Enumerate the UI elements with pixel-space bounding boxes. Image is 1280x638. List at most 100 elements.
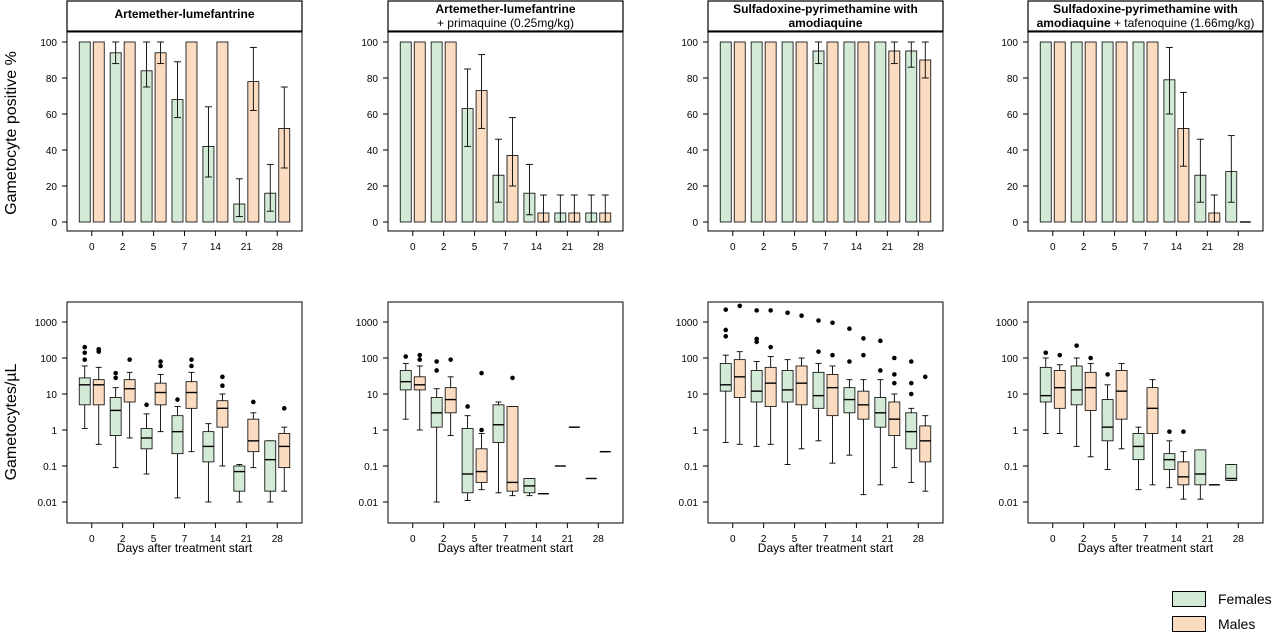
outlier-point: [189, 363, 194, 369]
outlier-point: [1043, 350, 1049, 356]
x-tick-label: 14: [531, 242, 543, 253]
error-bar: [539, 194, 547, 223]
x-tick-label: 14: [531, 534, 543, 545]
panel-title-box: [387, 0, 624, 32]
box-iqr: [905, 412, 918, 450]
outlier-point: [878, 368, 883, 373]
error-bar: [907, 41, 915, 68]
y-tick-label: 0.1: [684, 462, 698, 473]
y-tick-label: 80: [687, 74, 699, 85]
panel-title-line1: Artemether-lumefantrine: [435, 2, 575, 16]
x-axis-title: Days after treatment start: [117, 541, 253, 555]
y-tick-label: 0.01: [38, 498, 58, 509]
y-tick-label: 0.1: [364, 462, 378, 473]
box-females: [874, 338, 887, 486]
bar-females: [1132, 41, 1145, 223]
y-tick-label: 100: [361, 38, 378, 49]
box-iqr: [1039, 366, 1052, 403]
error-bar: [143, 41, 151, 88]
box-males: [123, 357, 136, 439]
x-tick-label: 2: [441, 534, 447, 545]
y-tick-label: 1000: [996, 318, 1019, 329]
x-tick-label: 7: [503, 242, 509, 253]
box-males: [1115, 363, 1128, 450]
box-iqr: [1163, 453, 1176, 470]
x-tick-label: 14: [1171, 242, 1183, 253]
box-iqr: [399, 370, 412, 391]
x-tick-label: 5: [151, 534, 157, 545]
outlier-point: [82, 350, 88, 356]
bar-panel-1: 0 20 40 60 80 100 0 2 5 7 14 21 28: [40, 31, 303, 253]
panel-title-line1: Artemether-lumefantrine: [114, 7, 254, 21]
box-iqr: [764, 366, 777, 407]
y-tick-label: 80: [367, 74, 379, 85]
error-bar: [495, 138, 502, 203]
box-iqr: [233, 465, 246, 492]
x-tick-label: 2: [1081, 242, 1087, 253]
box-iqr: [826, 374, 839, 417]
x-tick-label: 28: [913, 242, 925, 253]
box-males: [857, 336, 870, 496]
outlier-point: [908, 359, 914, 364]
outlier-point: [144, 402, 149, 408]
bar-females: [905, 50, 918, 223]
y-tick-label: 20: [367, 182, 379, 193]
box-females: [1225, 464, 1238, 481]
bar-females: [1101, 41, 1114, 223]
y-tick-label: 100: [681, 38, 698, 49]
box-iqr: [1070, 365, 1083, 406]
outlier-point: [878, 338, 883, 344]
box-males: [475, 370, 488, 491]
bar-males: [123, 41, 136, 223]
x-tick-label: 14: [851, 534, 863, 545]
box-iqr: [1146, 387, 1159, 434]
outlier-point: [417, 357, 423, 362]
error-bar: [570, 194, 578, 223]
outlier-point: [892, 372, 897, 377]
box-iqr: [506, 406, 519, 492]
outlier-point: [479, 370, 484, 376]
x-tick-label: 14: [210, 242, 222, 253]
box-iqr: [92, 379, 105, 406]
error-bar: [157, 41, 165, 65]
x-tick-label: 21: [882, 242, 894, 253]
bar-males: [733, 41, 746, 223]
panel-title-1: Artemether-lumefantrine: [66, 0, 303, 32]
x-tick-label: 2: [761, 534, 767, 545]
outlier-point: [189, 357, 194, 362]
bar-males: [185, 41, 198, 223]
panel-title-line1: Sulfadoxine-pyrimethamine with: [733, 2, 918, 16]
y-tick-label: 0.01: [359, 498, 379, 509]
box-females: [140, 402, 153, 475]
x-tick-label: 7: [823, 242, 829, 253]
bar-males: [154, 52, 167, 223]
bar-males: [764, 41, 777, 223]
box-females: [905, 359, 918, 483]
outlier-point: [908, 391, 914, 397]
outlier-point: [1181, 429, 1186, 434]
x-tick-label: 28: [272, 534, 284, 545]
box-females: [1039, 350, 1052, 434]
bar-males: [1146, 41, 1159, 223]
y-tick-label: 0.1: [1004, 462, 1018, 473]
plot-frame: [387, 301, 624, 524]
box-females: [109, 370, 122, 469]
error-bar: [815, 41, 822, 65]
y-tick-label: 100: [361, 354, 378, 365]
box-iqr: [123, 379, 136, 403]
y-tick-label: 10: [687, 390, 699, 401]
box-females: [843, 326, 856, 456]
box-males: [506, 375, 519, 497]
y-tick-label: 1: [372, 426, 378, 437]
outlier-point: [723, 307, 729, 312]
outlier-point: [1088, 355, 1093, 361]
box-iqr: [475, 448, 488, 483]
box-iqr: [795, 365, 808, 406]
bar-males: [444, 41, 457, 223]
box-iqr: [1225, 464, 1238, 481]
panel-title-3: Sulfadoxine-pyrimethamine withamodiaquin…: [707, 0, 944, 32]
outlier-point: [96, 346, 102, 352]
box-iqr: [1115, 370, 1128, 420]
legend-item-males: Males: [1172, 613, 1280, 635]
box-iqr: [247, 418, 260, 453]
